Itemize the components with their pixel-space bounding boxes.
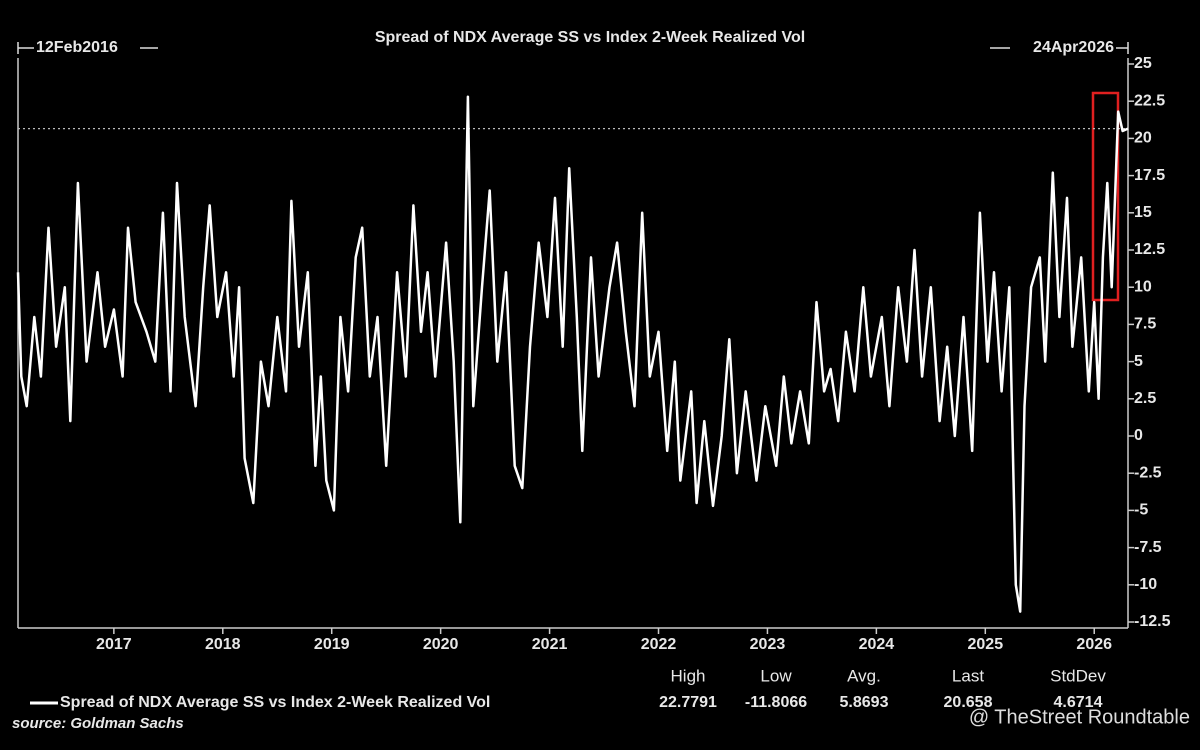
stat-header: Last: [952, 666, 984, 685]
x-tick-label: 2025: [968, 636, 1004, 653]
source: source: Goldman Sachs: [12, 715, 184, 732]
y-tick-label: 17.5: [1134, 167, 1165, 184]
x-tick-label: 2021: [532, 636, 568, 653]
y-tick-label: 10: [1134, 278, 1152, 295]
y-tick-label: 12.5: [1134, 241, 1165, 258]
stat-value: 5.8693: [840, 694, 889, 711]
y-tick-label: -5: [1134, 502, 1148, 519]
y-tick-label: -2.5: [1134, 464, 1162, 481]
y-tick-label: 25: [1134, 55, 1152, 72]
y-tick-label: 22.5: [1134, 92, 1165, 109]
y-tick-label: 7.5: [1134, 316, 1156, 333]
stat-value: 20.658: [944, 694, 993, 711]
y-tick-label: -10: [1134, 576, 1157, 593]
chart-title: Spread of NDX Average SS vs Index 2-Week…: [375, 29, 805, 46]
x-tick-label: 2023: [750, 636, 786, 653]
x-tick-label: 2022: [641, 636, 677, 653]
x-tick-label: 2020: [423, 636, 459, 653]
stat-header: StdDev: [1050, 666, 1106, 685]
end-date: 24Apr2026: [1033, 39, 1114, 56]
x-tick-label: 2026: [1076, 636, 1112, 653]
stat-header: High: [671, 666, 706, 685]
y-tick-label: 20: [1134, 130, 1152, 147]
x-tick-label: 2019: [314, 636, 350, 653]
start-date: 12Feb2016: [36, 39, 118, 56]
stat-value: 22.7791: [659, 694, 717, 711]
y-tick-label: -7.5: [1134, 539, 1162, 556]
stat-header: Avg.: [847, 666, 881, 685]
y-tick-label: 15: [1134, 204, 1152, 221]
x-tick-label: 2017: [96, 636, 132, 653]
stat-value: -11.8066: [745, 694, 807, 711]
stat-value: 4.6714: [1054, 694, 1103, 711]
y-tick-label: 5: [1134, 353, 1143, 370]
y-tick-label: 0: [1134, 427, 1143, 444]
x-tick-label: 2024: [859, 636, 895, 653]
series-line: [16, 95, 1129, 613]
y-tick-label: -12.5: [1134, 613, 1171, 630]
stat-header: Low: [760, 666, 792, 685]
x-tick-label: 2018: [205, 636, 241, 653]
legend-label: Spread of NDX Average SS vs Index 2-Week…: [60, 694, 490, 711]
highlight-box: [1091, 91, 1120, 302]
watermark: @ TheStreet Roundtable: [969, 706, 1190, 728]
y-tick-label: 2.5: [1134, 390, 1156, 407]
